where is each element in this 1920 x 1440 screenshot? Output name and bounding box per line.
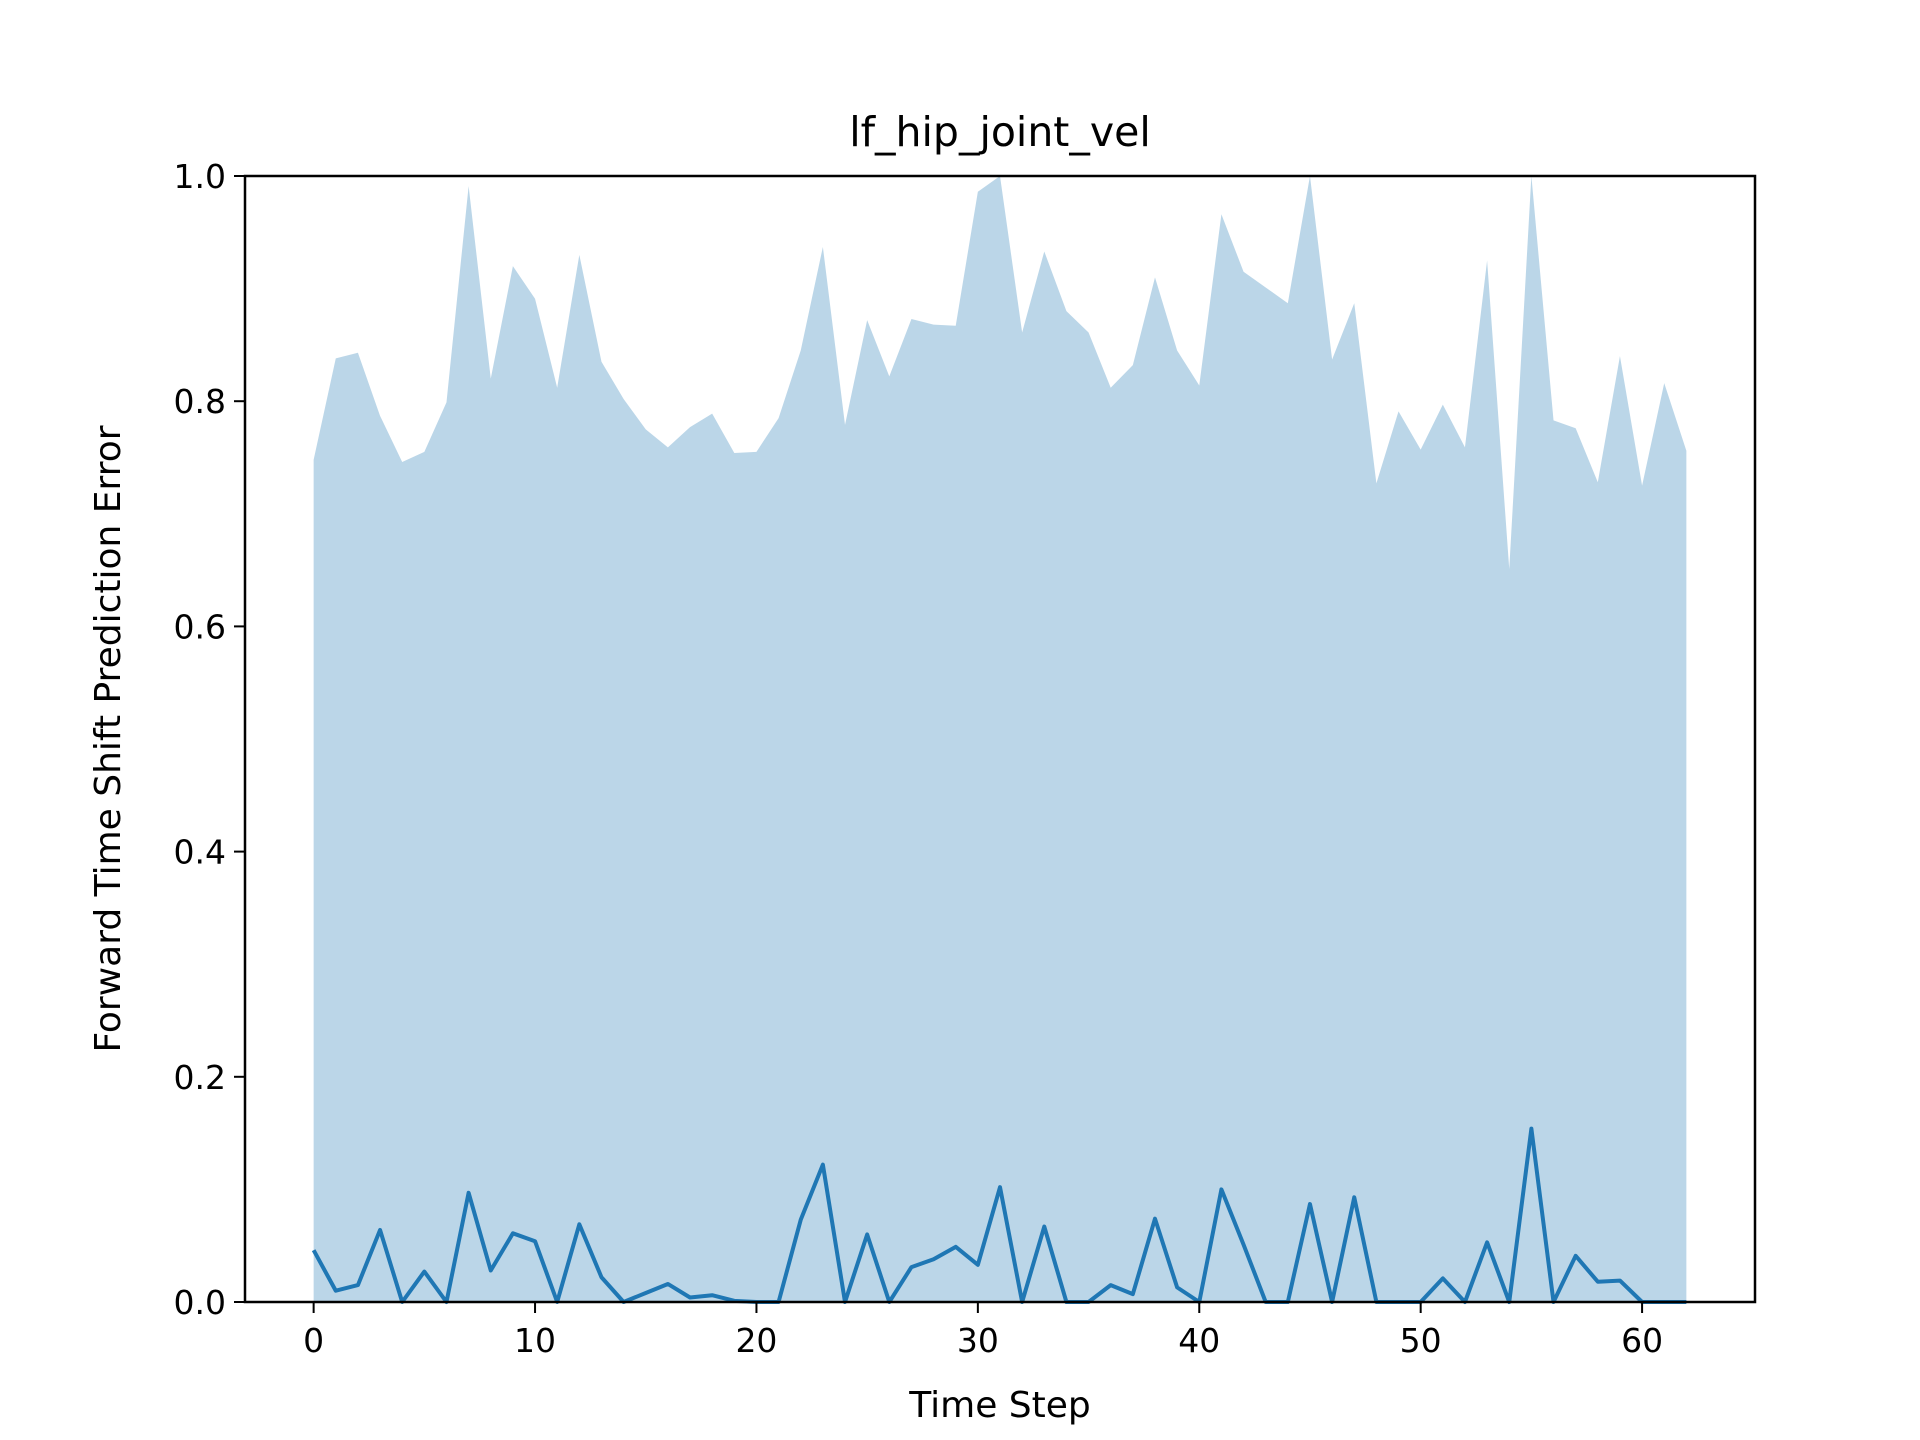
x-axis-label: Time Step <box>908 1385 1091 1426</box>
chart-title: lf_hip_joint_vel <box>849 108 1151 156</box>
plot-area <box>311 176 1687 1304</box>
y-tick-label: 0.0 <box>174 1283 226 1322</box>
x-tick-label: 20 <box>735 1321 777 1360</box>
x-tick-label: 40 <box>1178 1321 1220 1360</box>
y-tick-label: 0.6 <box>174 607 226 646</box>
x-axis: 0 10 20 30 40 50 60 <box>303 1302 1663 1360</box>
y-tick-label: 0.2 <box>174 1058 226 1097</box>
x-tick-label: 60 <box>1621 1321 1663 1360</box>
y-axis-label: Forward Time Shift Prediction Error <box>88 425 129 1052</box>
y-axis: 0.0 0.2 0.4 0.6 0.8 1.0 <box>174 157 245 1322</box>
y-tick-label: 0.4 <box>174 833 226 872</box>
y-tick-label: 1.0 <box>174 157 226 196</box>
y-tick-label: 0.8 <box>174 382 226 421</box>
x-tick-label: 10 <box>514 1321 556 1360</box>
error-band <box>313 176 1687 1302</box>
x-tick-label: 50 <box>1400 1321 1442 1360</box>
x-tick-label: 0 <box>303 1321 324 1360</box>
plot-frame <box>243 174 1757 1304</box>
x-tick-label: 30 <box>957 1321 999 1360</box>
series-line-0 <box>311 1126 1687 1304</box>
